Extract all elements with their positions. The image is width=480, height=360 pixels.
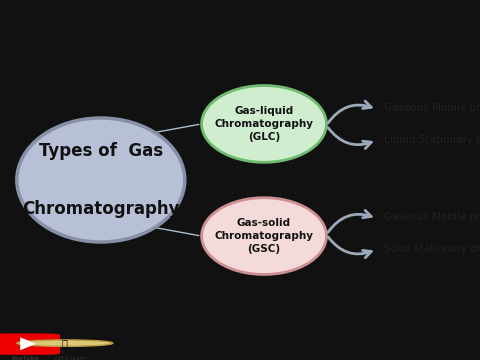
Text: Types of  Gas

Chromatography: Types of Gas Chromatography [22,142,180,218]
Text: Solid Stationary phase: Solid Stationary phase [384,244,480,255]
Text: Gaseous Mobile phase: Gaseous Mobile phase [384,212,480,222]
Text: YouTube: YouTube [11,356,40,360]
Circle shape [202,198,326,274]
Text: 🧪: 🧪 [62,338,68,348]
Text: Gaseous Mobile phase: Gaseous Mobile phase [384,103,480,113]
Text: Gas-solid
Chromatography
(GSC): Gas-solid Chromatography (GSC) [215,218,313,254]
Circle shape [202,86,326,162]
Text: Liquid Stationary phase: Liquid Stationary phase [384,135,480,145]
FancyBboxPatch shape [0,333,60,355]
Ellipse shape [17,118,185,242]
Circle shape [17,340,113,346]
Polygon shape [20,337,36,350]
Text: Gas-liquid
Chromatography
(GLC): Gas-liquid Chromatography (GLC) [215,106,313,142]
Text: Let's Learn
Chemistry: Let's Learn Chemistry [55,356,85,360]
